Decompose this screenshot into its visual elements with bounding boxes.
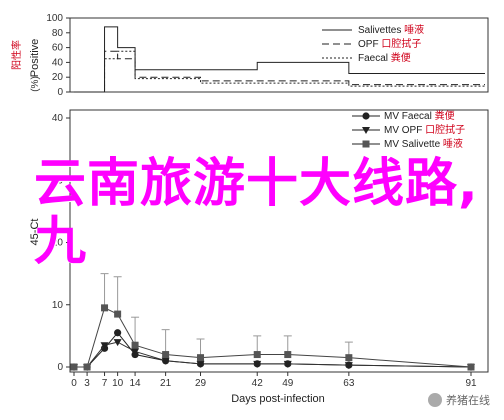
top-legend-label-zh: 粪便	[391, 51, 411, 64]
top-y-tick-label: 100	[46, 13, 63, 24]
bottom-point-triangle-down	[196, 360, 205, 368]
watermark-logo-icon	[428, 393, 442, 407]
bottom-x-tick-label: 3	[84, 378, 90, 389]
bottom-legend-label: MV OPF 口腔拭子	[384, 123, 465, 136]
top-series	[74, 26, 485, 93]
bottom-point-square	[101, 304, 109, 312]
top-legend-label: Salivettes 唾液	[358, 23, 424, 36]
top-y-label-zh: 阳性率	[10, 40, 23, 70]
bottom-point-square	[253, 351, 261, 359]
bottom-point-square	[467, 363, 475, 371]
bottom-point-triangle-down	[100, 342, 109, 350]
bottom-point-square	[70, 363, 78, 371]
top-y-tick-label: 40	[52, 57, 64, 68]
bottom-x-tick-label: 10	[112, 378, 124, 389]
bottom-x-tick-label: 29	[195, 378, 207, 389]
top-y-tick-label: 60	[52, 43, 64, 54]
top-legend-label-zh: 口腔拭子	[381, 37, 421, 50]
bottom-legend-label: MV Faecal 粪便	[384, 109, 455, 122]
bottom-y-tick-label: 10	[52, 300, 64, 311]
bottom-point-triangle-down	[131, 348, 140, 356]
top-chart: 0 20 40 60 80 100 Positive 阳性率 (%) Salivettes…	[10, 13, 489, 98]
bottom-legend-marker	[362, 140, 370, 148]
bottom-x-tick-label: 49	[282, 378, 294, 389]
top-y-unit: (%)	[30, 76, 41, 92]
top-y-ticks: 0 20 40 60 80 100	[46, 13, 70, 98]
bottom-legend-marker	[362, 112, 370, 120]
bottom-legend-label-zh: 粪便	[435, 109, 455, 122]
overlay-banner-text: 云南旅游十大线路,九	[34, 154, 479, 272]
bottom-point-triangle-down	[283, 360, 292, 368]
bottom-legend-label-zh: 口腔拭子	[425, 123, 465, 136]
bottom-x-tick-label: 91	[465, 378, 477, 389]
bottom-y-tick-label: 30	[52, 175, 64, 186]
top-legend-label: OPF 口腔拭子	[358, 37, 421, 50]
bottom-point-triangle-down	[344, 362, 353, 370]
bottom-x-tick-label: 0	[71, 378, 77, 389]
top-y-tick-label: 80	[52, 28, 64, 39]
bottom-point-circle	[114, 329, 122, 337]
bottom-y-label: 45-Ct	[29, 219, 41, 246]
bottom-y-tick-label: 0	[57, 362, 63, 373]
bottom-point-square	[197, 354, 205, 362]
bottom-legend-label-zh: 唾液	[443, 137, 463, 150]
bottom-y-ticks: 0 10 20 30 40	[52, 113, 70, 373]
watermark-text: 养猪在线	[446, 394, 490, 407]
bottom-point-square	[131, 341, 139, 349]
bottom-y-tick-label: 40	[52, 113, 64, 124]
top-legend-label: Faecal 粪便	[358, 51, 411, 64]
top-legend-label-zh: 唾液	[404, 23, 424, 36]
bottom-x-tick-label: 21	[160, 378, 172, 389]
bottom-point-square	[83, 363, 91, 371]
bottom-point-square	[345, 354, 353, 362]
bottom-point-triangle-down	[253, 360, 262, 368]
top-series-line-faecal	[74, 50, 485, 93]
bottom-point-triangle-down	[113, 339, 122, 347]
bottom-y-tick-label: 20	[52, 238, 64, 249]
bottom-x-label: Days post-infection	[231, 393, 325, 405]
bottom-x-tick-label: 7	[102, 378, 108, 389]
bottom-series	[70, 304, 475, 371]
bottom-x-tick-label: 42	[252, 378, 264, 389]
top-y-label: Positive	[29, 39, 41, 78]
bottom-point-square	[114, 310, 122, 318]
top-series-line-salivettes	[74, 26, 485, 93]
bottom-x-tick-label: 63	[343, 378, 355, 389]
bottom-x-ticks: 0 3 7 10 14 21 29 42 49 63 91	[71, 372, 477, 389]
bottom-legend-marker	[362, 127, 370, 134]
bottom-legend-label: MV Salivette 唾液	[384, 137, 463, 150]
bottom-x-tick-label: 14	[130, 378, 142, 389]
bottom-point-triangle-down	[161, 357, 170, 365]
bottom-point-square	[162, 351, 170, 359]
top-y-tick-label: 0	[57, 87, 63, 98]
watermark: 养猪在线	[428, 392, 490, 408]
bottom-point-square	[284, 351, 292, 359]
top-plot-frame	[69, 17, 489, 93]
top-y-tick-label: 20	[52, 72, 64, 83]
bottom-plot-frame	[69, 109, 489, 373]
